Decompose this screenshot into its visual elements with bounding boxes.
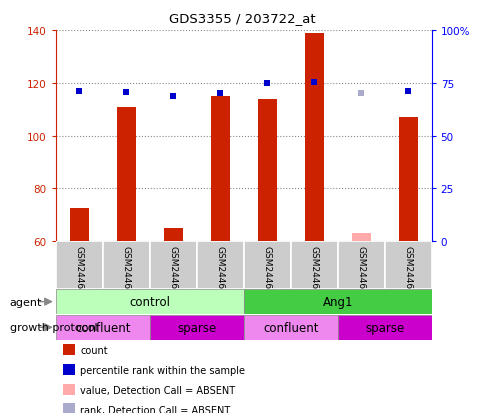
Bar <box>103 242 150 289</box>
Bar <box>56 315 150 340</box>
Text: GSM244651: GSM244651 <box>168 245 177 299</box>
Text: control: control <box>129 295 170 309</box>
Bar <box>164 228 182 242</box>
Bar <box>56 242 103 289</box>
Text: Ang1: Ang1 <box>322 295 352 309</box>
Bar <box>243 290 431 314</box>
Text: percentile rank within the sample: percentile rank within the sample <box>80 366 244 375</box>
Bar <box>304 33 323 242</box>
Bar <box>56 290 243 314</box>
Bar <box>197 242 243 289</box>
Text: value, Detection Call = ABSENT: value, Detection Call = ABSENT <box>80 385 235 395</box>
Text: sparse: sparse <box>177 321 216 334</box>
Bar <box>70 209 89 242</box>
Text: GSM244654: GSM244654 <box>403 245 412 299</box>
Text: growth protocol: growth protocol <box>10 323 97 332</box>
Bar <box>150 242 197 289</box>
Text: count: count <box>80 346 107 356</box>
Bar <box>117 107 136 242</box>
Bar <box>211 97 229 242</box>
Text: GSM244653: GSM244653 <box>215 245 224 299</box>
Bar <box>150 315 243 340</box>
Text: GSM244648: GSM244648 <box>262 245 271 299</box>
Bar <box>398 118 417 242</box>
Bar <box>337 242 384 289</box>
Text: sparse: sparse <box>364 321 404 334</box>
Text: GSM244650: GSM244650 <box>309 245 318 299</box>
Text: agent: agent <box>10 297 42 307</box>
Bar <box>257 100 276 242</box>
Text: GSM244649: GSM244649 <box>121 245 131 299</box>
Text: rank, Detection Call = ABSENT: rank, Detection Call = ABSENT <box>80 405 230 413</box>
Bar <box>243 315 337 340</box>
Text: GSM244647: GSM244647 <box>75 245 84 299</box>
Bar <box>290 242 337 289</box>
Text: confluent: confluent <box>262 321 318 334</box>
Text: GSM244652: GSM244652 <box>356 245 365 299</box>
Bar <box>351 234 370 242</box>
Text: confluent: confluent <box>75 321 130 334</box>
Bar <box>337 315 431 340</box>
Bar <box>384 242 431 289</box>
Bar <box>243 242 290 289</box>
Text: GDS3355 / 203722_at: GDS3355 / 203722_at <box>169 12 315 24</box>
